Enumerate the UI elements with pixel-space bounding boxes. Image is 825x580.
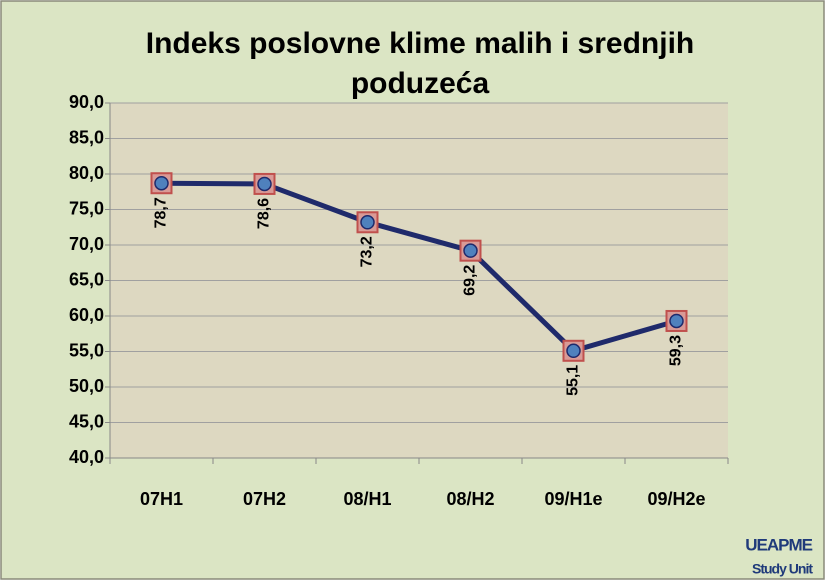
- x-tick-label: 08/H2: [446, 489, 494, 509]
- line: [161, 180, 678, 354]
- data-label: 55,1: [565, 365, 582, 396]
- y-tick-label: 60,0: [69, 305, 104, 325]
- marker: [257, 176, 272, 192]
- y-tick-label: 90,0: [69, 92, 104, 112]
- x-tick-label: 08/H1: [343, 489, 391, 509]
- x-tick-label: 09/H2e: [647, 489, 705, 509]
- y-tick-label: 75,0: [69, 198, 104, 218]
- data-label: 78,6: [256, 198, 273, 229]
- y-tick-label: 55,0: [69, 340, 104, 360]
- marker: [463, 243, 478, 258]
- y-tick-label: 65,0: [69, 269, 104, 289]
- y-tick-label: 80,0: [69, 163, 104, 183]
- marker: [360, 215, 375, 230]
- y-tick-label: 45,0: [69, 411, 104, 431]
- marker: [154, 175, 169, 191]
- x-tick-label: 07H1: [140, 489, 183, 509]
- x-tick-label: 07H2: [243, 489, 286, 509]
- y-tick-label: 50,0: [69, 376, 104, 396]
- data-label: 78,7: [153, 197, 170, 228]
- y-tick-label: 85,0: [69, 127, 104, 147]
- y-tick-label: 70,0: [69, 234, 104, 254]
- marker: [669, 313, 684, 329]
- data-label: 59,3: [668, 335, 685, 366]
- data-label: 73,2: [359, 236, 376, 267]
- marker: [566, 343, 581, 359]
- chart-title: Indeks poslovne klime malih i srednjih: [146, 27, 695, 60]
- logo: UEAPME: [745, 535, 812, 554]
- x-tick-label: 09/H1e: [544, 489, 602, 509]
- chart-title: poduzeća: [351, 67, 490, 100]
- logo: Study Unit: [752, 561, 813, 577]
- y-tick-label: 40,0: [69, 447, 104, 467]
- data-label: 69,2: [462, 265, 479, 296]
